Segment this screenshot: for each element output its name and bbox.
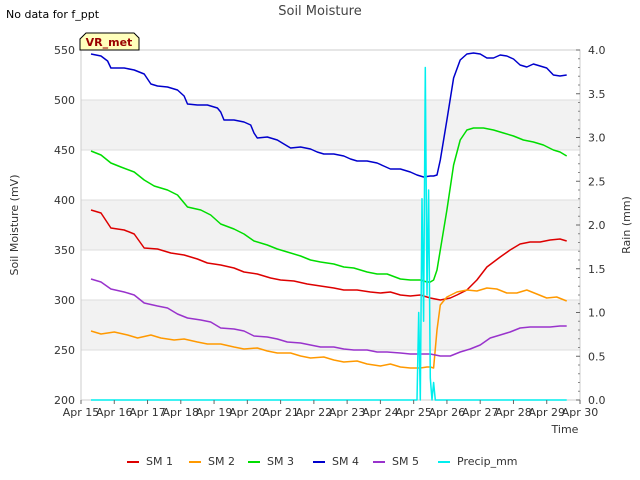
site-badge-label: VR_met bbox=[86, 36, 133, 49]
legend-item: SM 2 bbox=[189, 455, 235, 468]
legend-item: SM 1 bbox=[127, 455, 173, 468]
x-tick-label: Apr 18 bbox=[163, 406, 200, 419]
legend-label: SM 3 bbox=[267, 455, 294, 468]
x-tick-label: Apr 20 bbox=[229, 406, 266, 419]
x-tick-label: Apr 23 bbox=[329, 406, 366, 419]
legend-label: SM 2 bbox=[208, 455, 235, 468]
y-tick-label-right: 1.0 bbox=[588, 307, 606, 320]
legend-label: Precip_mm bbox=[457, 455, 518, 468]
background-band bbox=[81, 200, 580, 250]
x-tick-label: Apr 17 bbox=[129, 406, 166, 419]
legend-label: SM 1 bbox=[146, 455, 173, 468]
y-axis-left-label: Soil Moisture (mV) bbox=[8, 175, 21, 276]
chart-title: Soil Moisture bbox=[278, 4, 362, 19]
background-band bbox=[81, 300, 580, 350]
site-badge-shape bbox=[79, 32, 140, 51]
series-line-sm-1 bbox=[90, 209, 567, 301]
y-tick-label-left: 350 bbox=[54, 244, 75, 257]
series-line-sm-5 bbox=[90, 278, 567, 357]
legend-label: SM 5 bbox=[392, 455, 419, 468]
x-tick-label: Apr 24 bbox=[362, 406, 399, 419]
y-tick-label-right: 2.0 bbox=[588, 219, 606, 232]
x-tick-label: Apr 22 bbox=[296, 406, 333, 419]
y-axis-right-label: Rain (mm) bbox=[620, 196, 633, 254]
x-tick-label: Apr 15 bbox=[63, 406, 100, 419]
legend: SM 1 SM 2 SM 3 SM 4 SM 5 Precip_mm bbox=[127, 455, 518, 468]
alternating-bands bbox=[81, 100, 580, 350]
series-line-sm-4 bbox=[90, 52, 567, 178]
x-tick-label: Apr 27 bbox=[462, 406, 499, 419]
legend-item: Precip_mm bbox=[438, 455, 518, 468]
x-tick-label: Apr 16 bbox=[96, 406, 133, 419]
y-tick-label-left: 200 bbox=[54, 394, 75, 407]
y-tick-label-left: 250 bbox=[54, 344, 75, 357]
y-tick-label-left: 550 bbox=[54, 44, 75, 57]
y-tick-label-left: 300 bbox=[54, 294, 75, 307]
y-tick-label-right: 0.0 bbox=[588, 394, 606, 407]
y-tick-label-left: 450 bbox=[54, 144, 75, 157]
legend-item: SM 3 bbox=[248, 455, 294, 468]
x-axis-label: Time bbox=[551, 423, 579, 436]
site-badge: VR_met bbox=[79, 32, 140, 51]
no-data-note: No data for f_ppt bbox=[6, 8, 100, 21]
x-tick-label: Apr 21 bbox=[262, 406, 299, 419]
x-tick-label: Apr 19 bbox=[196, 406, 233, 419]
series-layer bbox=[90, 52, 568, 401]
legend-item: SM 5 bbox=[373, 455, 419, 468]
y-tick-label-right: 2.5 bbox=[588, 175, 606, 188]
x-tick-label: Apr 25 bbox=[395, 406, 432, 419]
series-line-precip-mm bbox=[91, 66, 567, 401]
series-line-sm-3 bbox=[90, 127, 568, 283]
y-tick-label-right: 1.5 bbox=[588, 263, 606, 276]
x-tick-label: Apr 29 bbox=[528, 406, 565, 419]
y-tick-label-right: 3.0 bbox=[588, 132, 606, 145]
x-tick-label: Apr 30 bbox=[562, 406, 599, 419]
x-tick-label: Apr 26 bbox=[429, 406, 466, 419]
legend-label: SM 4 bbox=[332, 455, 359, 468]
x-tick-label: Apr 28 bbox=[495, 406, 532, 419]
series-line-sm-2 bbox=[90, 287, 567, 369]
legend-item: SM 4 bbox=[313, 455, 359, 468]
background-band bbox=[81, 100, 580, 150]
y-tick-label-right: 3.5 bbox=[588, 88, 606, 101]
y-tick-label-right: 4.0 bbox=[588, 44, 606, 57]
y-tick-label-right: 0.5 bbox=[588, 350, 606, 363]
y-tick-label-left: 400 bbox=[54, 194, 75, 207]
y-tick-label-left: 500 bbox=[54, 94, 75, 107]
